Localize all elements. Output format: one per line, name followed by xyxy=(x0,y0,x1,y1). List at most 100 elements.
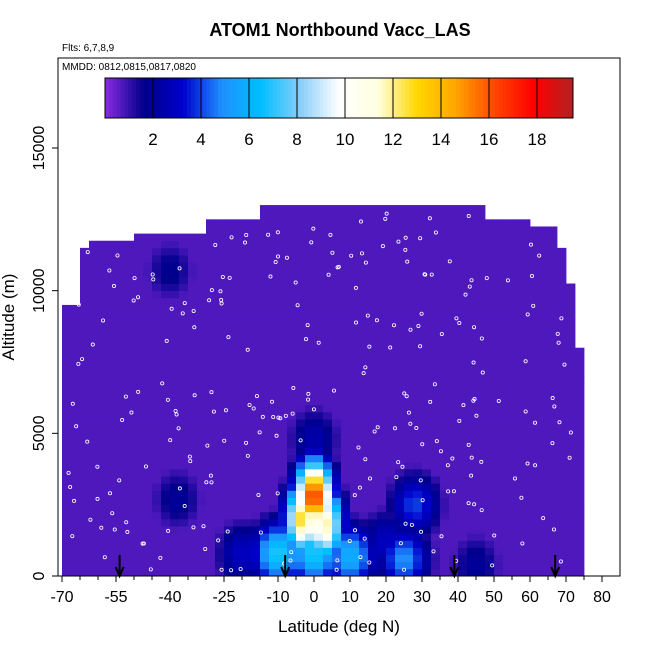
heatmap-cell xyxy=(386,326,396,334)
sample-point xyxy=(213,242,218,247)
heatmap-cell xyxy=(314,297,324,306)
heatmap-cell xyxy=(350,233,360,242)
heatmap-cell xyxy=(116,312,126,320)
heatmap-cell xyxy=(512,497,522,506)
heatmap-cell xyxy=(134,426,144,434)
heatmap-cell xyxy=(368,390,378,399)
heatmap-cell xyxy=(125,326,135,334)
heatmap-cell xyxy=(557,461,567,470)
colorbar-segment xyxy=(374,78,379,118)
heatmap-cell xyxy=(332,426,342,434)
sample-point xyxy=(552,404,557,409)
heatmap-cell xyxy=(143,454,153,463)
sample-point xyxy=(550,441,555,446)
heatmap-cell xyxy=(314,326,324,334)
heatmap-cell xyxy=(305,461,315,470)
heatmap-cell xyxy=(314,333,324,341)
heatmap-cell xyxy=(575,347,585,356)
sample-point xyxy=(238,566,243,571)
heatmap-cell xyxy=(341,419,351,427)
heatmap-cell xyxy=(548,354,558,363)
heatmap-cell xyxy=(314,397,324,406)
sample-point xyxy=(525,312,530,317)
heatmap-cell xyxy=(350,354,360,363)
heatmap-cell xyxy=(152,404,162,413)
heatmap-cell xyxy=(98,433,108,441)
heatmap-cell xyxy=(296,319,306,327)
colorbar-segment xyxy=(389,78,395,118)
heatmap-cell xyxy=(143,476,153,484)
heatmap-cell xyxy=(197,369,207,377)
sample-point xyxy=(556,340,561,345)
heatmap-cell xyxy=(503,226,513,234)
heatmap-cell xyxy=(98,568,108,577)
heatmap-cell xyxy=(296,212,306,220)
heatmap-cell xyxy=(485,518,495,527)
heatmap-cell xyxy=(98,426,108,434)
heatmap-cell xyxy=(368,347,378,356)
heatmap-cell xyxy=(422,540,432,548)
heatmap-cell xyxy=(476,233,486,242)
heatmap-cell xyxy=(557,454,567,463)
heatmap-cell xyxy=(386,568,396,577)
sample-point xyxy=(309,240,314,245)
heatmap-cell xyxy=(134,319,144,327)
heatmap-cell xyxy=(215,447,225,456)
dates-note: MMDD: 0812,0815,0817,0820 xyxy=(62,62,196,73)
heatmap-cell xyxy=(449,347,459,356)
heatmap-cell xyxy=(413,511,423,520)
heatmap-cell xyxy=(305,404,315,413)
heatmap-cell xyxy=(440,497,450,506)
heatmap-cell xyxy=(413,404,423,413)
heatmap-cell xyxy=(161,304,171,313)
heatmap-cell xyxy=(422,226,432,234)
heatmap-cell xyxy=(242,333,252,341)
heatmap-cell xyxy=(206,219,216,227)
heatmap-cell xyxy=(377,526,387,534)
heatmap-cell xyxy=(224,376,234,384)
heatmap-cell xyxy=(521,304,531,313)
heatmap-cell xyxy=(125,354,135,363)
heatmap-cell xyxy=(152,476,162,484)
heatmap-cell xyxy=(332,233,342,242)
heatmap-cell xyxy=(476,247,486,256)
heatmap-cell xyxy=(89,297,99,306)
heatmap-cell xyxy=(332,561,342,570)
heatmap-cell xyxy=(125,454,135,463)
colorbar-segment xyxy=(233,78,239,118)
heatmap-cell xyxy=(179,326,189,334)
sample-point xyxy=(283,413,288,418)
heatmap-cell xyxy=(440,255,450,263)
heatmap-cell xyxy=(395,461,405,470)
heatmap-cell xyxy=(521,226,531,234)
heatmap-cell xyxy=(62,397,72,406)
heatmap-cell xyxy=(179,447,189,456)
heatmap-cell xyxy=(269,376,279,384)
heatmap-cell xyxy=(206,255,216,263)
heatmap-cell xyxy=(134,440,144,448)
heatmap-cell xyxy=(449,290,459,299)
heatmap-cell xyxy=(80,483,90,491)
heatmap-cell xyxy=(539,312,549,320)
heatmap-cell xyxy=(332,255,342,263)
heatmap-cell xyxy=(413,347,423,356)
heatmap-cell xyxy=(197,340,207,349)
colorbar-tick-label: 14 xyxy=(432,130,451,149)
heatmap-cell xyxy=(395,397,405,406)
heatmap-cell xyxy=(179,476,189,484)
heatmap-cell xyxy=(350,547,360,555)
heatmap-cell xyxy=(170,561,180,570)
heatmap-cell xyxy=(62,333,72,341)
heatmap-cell xyxy=(359,340,369,349)
sample-point xyxy=(311,226,316,231)
heatmap-cell xyxy=(422,476,432,484)
heatmap-cell xyxy=(485,383,495,391)
heatmap-cell xyxy=(197,404,207,413)
heatmap-cell xyxy=(143,511,153,520)
heatmap-cell xyxy=(98,340,108,349)
heatmap-cell xyxy=(251,276,261,284)
heatmap-cell xyxy=(503,319,513,327)
heatmap-cell xyxy=(71,404,81,413)
sample-point xyxy=(316,340,321,345)
sample-point xyxy=(257,430,262,435)
